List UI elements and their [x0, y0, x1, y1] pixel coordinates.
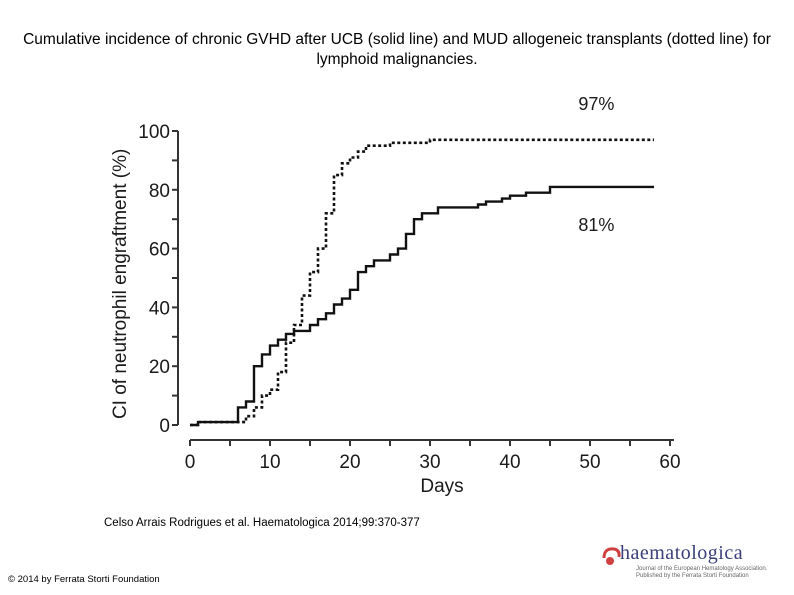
journal-logo: haematologica Journal of the European He…: [600, 542, 780, 582]
logo-mark-icon: [602, 547, 621, 565]
chart-series-layer: [190, 138, 654, 427]
y-tick-label: 80: [149, 181, 170, 202]
x-tick-label: 10: [259, 452, 280, 473]
y-tick-label: 0: [159, 416, 170, 437]
series-line-ucb: [190, 185, 654, 427]
slide-title: Cumulative incidence of chronic GVHD aft…: [23, 31, 771, 68]
series-line-mud: [190, 138, 654, 427]
y-tick-label: 20: [149, 357, 170, 378]
series-end-label-mud: 97%: [578, 94, 614, 114]
x-tick-label: 20: [339, 452, 360, 473]
x-tick-label: 40: [499, 452, 520, 473]
x-tick-label: 50: [579, 452, 600, 473]
x-tick-label: 30: [419, 452, 440, 473]
citation: Celso Arrais Rodrigues et al. Haematolog…: [104, 517, 420, 529]
y-tick-label: 100: [138, 122, 170, 143]
series-end-label-ucb: 81%: [578, 215, 614, 235]
logo-wordmark: haematologica: [620, 542, 744, 564]
y-axis-label: CI of neutrophil engraftment (%): [110, 149, 131, 419]
chart-labels: 0 20 40 60 80 100 0 10 20 30 40 50 60 Days CI of neutr…: [110, 94, 681, 497]
logo-subtext: Journal of the European Hematology Assoc…: [636, 566, 768, 579]
y-tick-label: 60: [149, 240, 170, 261]
copyright-notice: © 2014 by Ferrata Storti Foundation: [8, 574, 160, 585]
x-tick-label: 0: [185, 452, 196, 473]
y-tick-label: 40: [149, 298, 170, 319]
x-tick-label: 60: [659, 452, 680, 473]
chart-axes: [172, 130, 674, 446]
x-axis-label: Days: [420, 476, 463, 497]
